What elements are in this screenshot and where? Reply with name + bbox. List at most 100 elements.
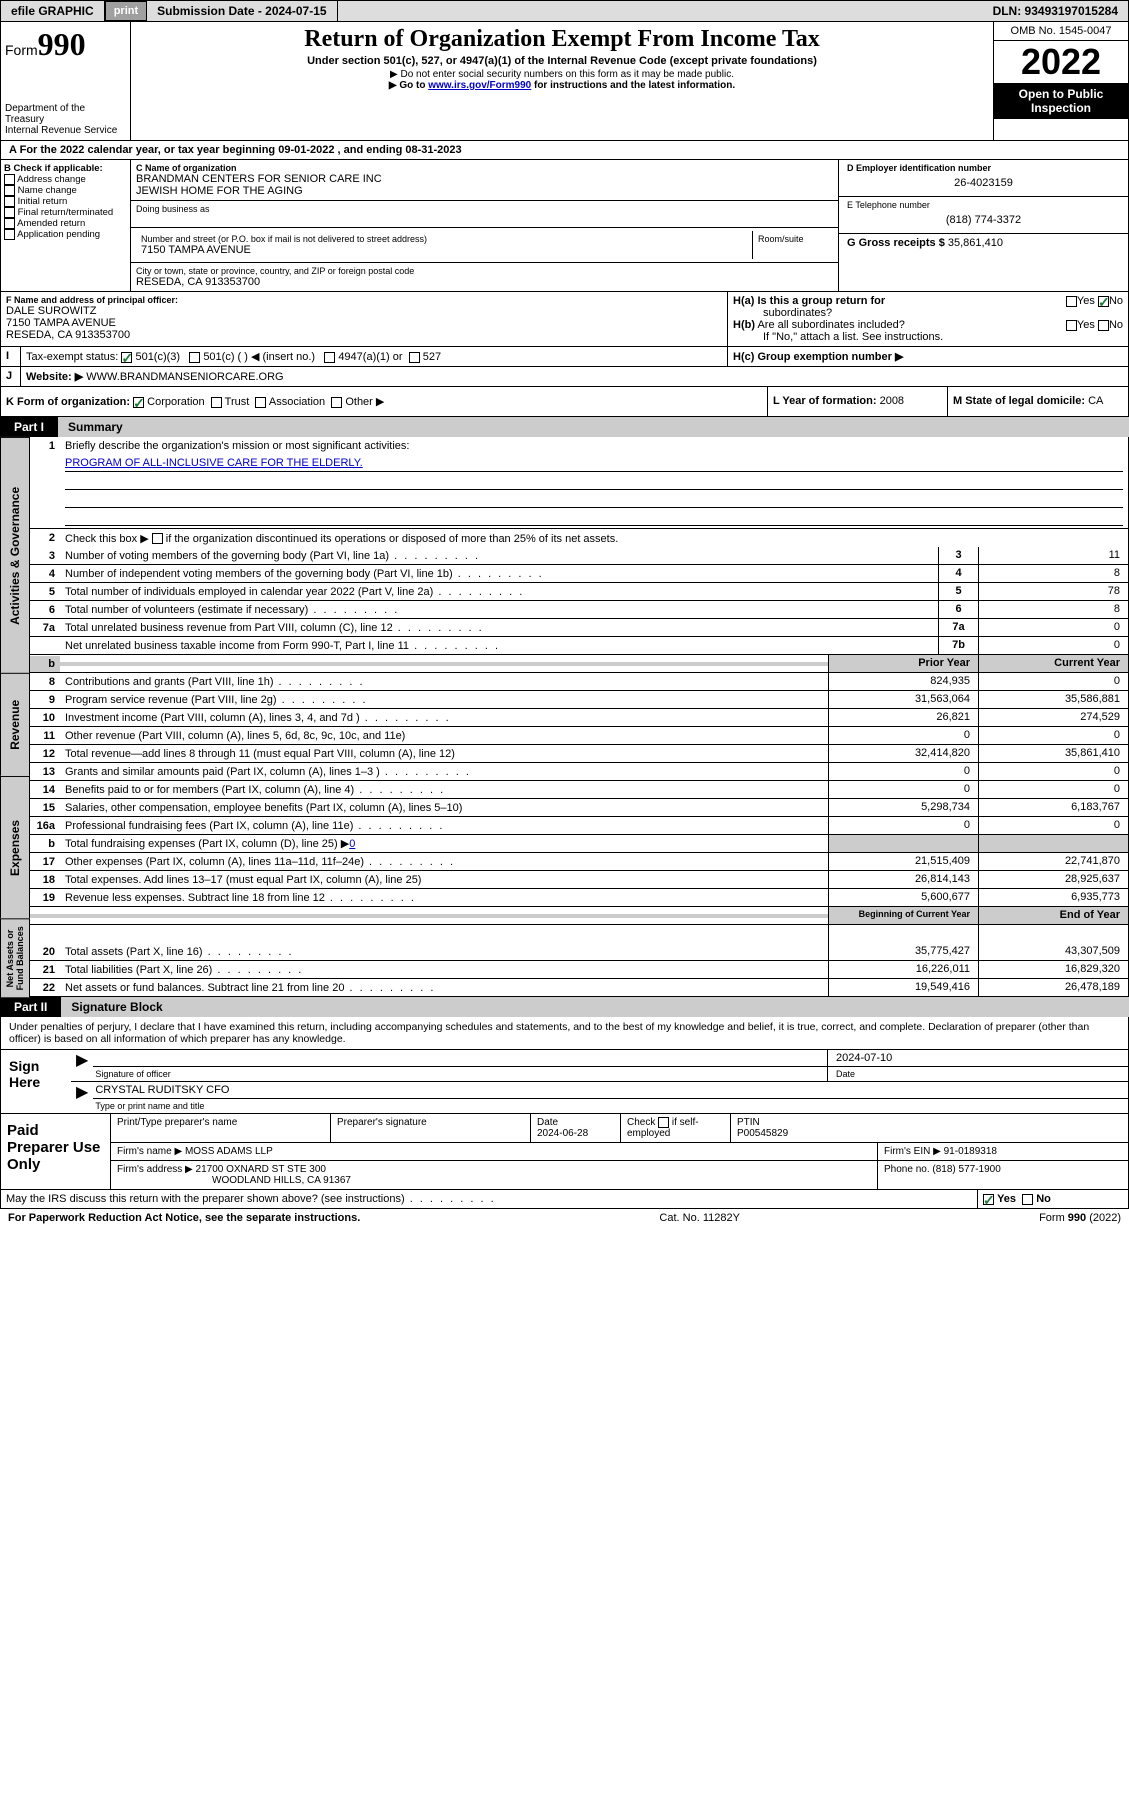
hb-note: If "No," attach a list. See instructions…: [733, 331, 1123, 343]
dba-label: Doing business as: [136, 204, 833, 214]
section-bcde: B Check if applicable: Address change Na…: [0, 160, 1129, 292]
app-pending-checkbox[interactable]: [4, 229, 15, 240]
irs-link[interactable]: www.irs.gov/Form990: [428, 80, 531, 91]
firm-ein: 91-0189318: [944, 1146, 997, 1157]
form-title: Return of Organization Exempt From Incom…: [135, 26, 989, 53]
firm-phone: (818) 577-1900: [932, 1164, 1000, 1175]
amended-checkbox[interactable]: [4, 218, 15, 229]
arrow-icon-2: ▶: [71, 1082, 93, 1113]
box-b-title: B Check if applicable:: [4, 163, 127, 174]
line-5-value: 78: [978, 583, 1128, 600]
box-h: H(a) Is this a group return for subordin…: [728, 292, 1128, 346]
line-6-value: 8: [978, 601, 1128, 618]
year-formation: 2008: [880, 395, 904, 407]
self-emp-checkbox[interactable]: [658, 1117, 669, 1128]
final-return-checkbox[interactable]: [4, 207, 15, 218]
paid-preparer-block: Paid Preparer Use Only Print/Type prepar…: [0, 1114, 1129, 1190]
form-header: Form990 Department of the Treasury Inter…: [0, 22, 1129, 141]
box-klm-row: K Form of organization: Corporation Trus…: [0, 387, 1129, 417]
summary-lines: 1 Briefly describe the organization's mi…: [30, 437, 1129, 997]
ha-yes-checkbox[interactable]: [1066, 296, 1077, 307]
street-value: 7150 TAMPA AVENUE: [141, 244, 747, 256]
sig-date-value: 2024-07-10: [828, 1050, 1128, 1066]
end-year-hdr: End of Year: [978, 907, 1128, 924]
box-g-label: G Gross receipts $: [847, 237, 945, 249]
discuss-row: May the IRS discuss this return with the…: [0, 1190, 1129, 1209]
org-name-2: JEWISH HOME FOR THE AGING: [136, 185, 833, 197]
vtab-na: Net Assets orFund Balances: [0, 918, 30, 997]
name-title-label: Type or print name and title: [93, 1098, 1128, 1113]
box-c: C Name of organization BRANDMAN CENTERS …: [131, 160, 838, 291]
discuss-yes-checkbox[interactable]: [983, 1194, 994, 1205]
website-value: WWW.BRANDMANSENIORCARE.ORG: [86, 371, 283, 383]
501c-checkbox[interactable]: [189, 352, 200, 363]
beg-year-hdr: Beginning of Current Year: [828, 907, 978, 924]
room-label: Room/suite: [758, 234, 828, 244]
line-7a-value: 0: [978, 619, 1128, 636]
mission-text[interactable]: PROGRAM OF ALL-INCLUSIVE CARE FOR THE EL…: [65, 457, 363, 469]
line-2-checkbox[interactable]: [152, 533, 163, 544]
sig-intro: Under penalties of perjury, I declare th…: [0, 1017, 1129, 1050]
box-l-label: L Year of formation:: [773, 395, 877, 407]
box-k-label: K Form of organization:: [6, 396, 130, 408]
vtab-exp: Expenses: [0, 776, 30, 918]
arrow-icon: ▶: [71, 1050, 93, 1081]
header-mid: Return of Organization Exempt From Incom…: [131, 22, 993, 140]
name-change-checkbox[interactable]: [4, 185, 15, 196]
other-checkbox[interactable]: [331, 397, 342, 408]
line-3-value: 11: [978, 547, 1128, 564]
line-7b-value: 0: [978, 637, 1128, 654]
vtab-ag: Activities & Governance: [0, 437, 30, 673]
hb-no-checkbox[interactable]: [1098, 320, 1109, 331]
form-number: 990: [38, 26, 86, 62]
vtab-rev: Revenue: [0, 673, 30, 776]
sign-here-block: Sign Here ▶ Signature of officer 2024-07…: [0, 1050, 1129, 1114]
ha-no-checkbox[interactable]: [1098, 296, 1109, 307]
domicile-state: CA: [1088, 395, 1103, 407]
prep-name-hdr: Print/Type preparer's name: [111, 1114, 331, 1142]
trust-checkbox[interactable]: [211, 397, 222, 408]
sig-date-label: Date: [828, 1066, 1128, 1081]
form-ref: Form 990 (2022): [1039, 1212, 1121, 1224]
527-checkbox[interactable]: [409, 352, 420, 363]
print-button[interactable]: print: [105, 1, 147, 21]
sig-officer-label: Signature of officer: [93, 1066, 827, 1081]
box-f-label: F Name and address of principal officer:: [6, 295, 722, 305]
officer-addr2: RESEDA, CA 913353700: [6, 329, 722, 341]
4947-checkbox[interactable]: [324, 352, 335, 363]
officer-name-title: CRYSTAL RUDITSKY CFO: [93, 1082, 1128, 1098]
box-d-label: D Employer identification number: [847, 163, 1120, 173]
prep-sig-hdr: Preparer's signature: [331, 1114, 531, 1142]
section-fh: F Name and address of principal officer:…: [0, 292, 1129, 347]
irs-label: Internal Revenue Service: [5, 125, 126, 136]
officer-addr1: 7150 TAMPA AVENUE: [6, 317, 722, 329]
omb-number: OMB No. 1545-0047: [994, 22, 1128, 41]
box-j-label: Website: ▶: [26, 371, 83, 383]
initial-return-checkbox[interactable]: [4, 196, 15, 207]
box-c-label: C Name of organization: [136, 163, 833, 173]
header-right: OMB No. 1545-0047 2022 Open to Public In…: [993, 22, 1128, 140]
summary-body: Activities & Governance Revenue Expenses…: [0, 437, 1129, 997]
firm-addr2: WOODLAND HILLS, CA 91367: [117, 1175, 351, 1186]
submission-date: Submission Date - 2024-07-15: [147, 1, 337, 21]
box-j-row: J Website: ▶ WWW.BRANDMANSENIORCARE.ORG: [0, 367, 1129, 387]
dln-label: DLN: 93493197015284: [983, 1, 1128, 21]
box-i-label: Tax-exempt status:: [26, 351, 118, 363]
501c3-checkbox[interactable]: [121, 352, 132, 363]
part-2-num: Part II: [0, 997, 61, 1017]
discuss-text: May the IRS discuss this return with the…: [6, 1193, 496, 1205]
corp-checkbox[interactable]: [133, 397, 144, 408]
box-a: A: [9, 144, 17, 156]
form-word: Form: [5, 42, 38, 58]
box-f: F Name and address of principal officer:…: [1, 292, 728, 346]
hb-yes-checkbox[interactable]: [1066, 320, 1077, 331]
discuss-no-checkbox[interactable]: [1022, 1194, 1033, 1205]
officer-name: DALE SUROWITZ: [6, 305, 722, 317]
addr-change-checkbox[interactable]: [4, 174, 15, 185]
line-1-desc: Briefly describe the organization's miss…: [60, 438, 1128, 454]
topbar: efile GRAPHIC print Submission Date - 20…: [0, 0, 1129, 22]
assoc-checkbox[interactable]: [255, 397, 266, 408]
boxes-deg: D Employer identification number 26-4023…: [838, 160, 1128, 291]
gross-receipts: 35,861,410: [948, 237, 1003, 249]
paid-preparer-label: Paid Preparer Use Only: [1, 1114, 111, 1189]
